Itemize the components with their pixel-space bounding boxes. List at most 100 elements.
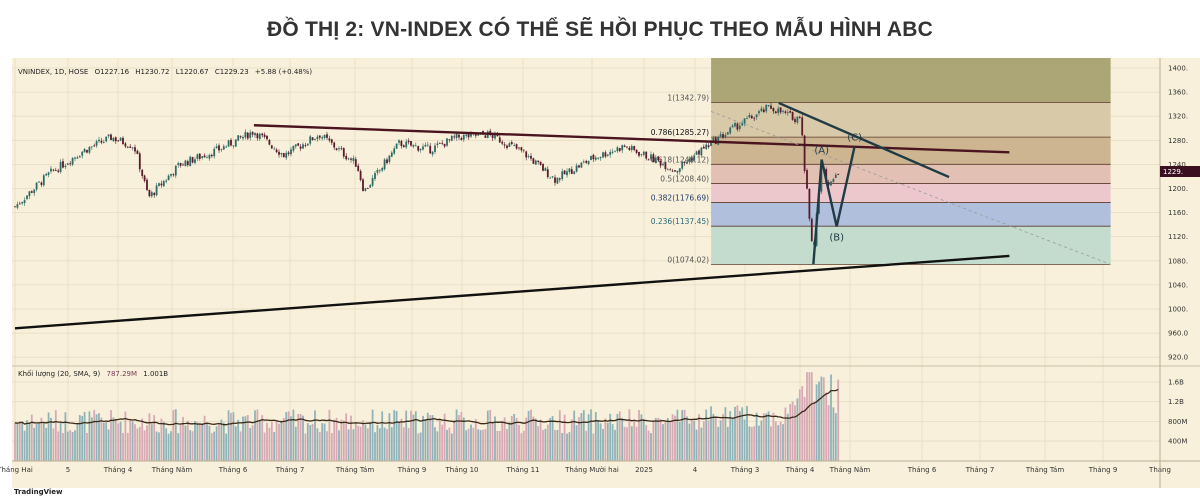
candle-body (426, 144, 429, 146)
time-tick-label: Tháng 10 (444, 466, 478, 474)
volume-bar (479, 430, 482, 461)
volume-bar (686, 416, 688, 461)
price-tick-label: 1120. (1168, 233, 1188, 241)
volume-bar (98, 413, 100, 461)
candle-body (316, 136, 319, 140)
symbol-label: VNINDEX, 1D, HOSE (18, 68, 88, 76)
candle-body (292, 145, 295, 151)
volume-bar (45, 427, 48, 461)
candle-body (114, 137, 117, 142)
candle-body (542, 163, 544, 171)
volume-bar (86, 432, 88, 461)
volume-bar (50, 417, 52, 461)
fib-level-label: 0(1074.02) (667, 255, 709, 264)
price-tick-label: 1200. (1168, 185, 1188, 193)
candle-body (134, 147, 136, 152)
volume-bar (441, 424, 444, 461)
volume-bar (568, 432, 571, 461)
candle-body (330, 139, 333, 143)
candle-body (539, 161, 542, 165)
candle-body (700, 147, 703, 156)
candle-body (590, 155, 592, 161)
candle-body (659, 161, 662, 166)
volume-bar (342, 420, 345, 461)
candle-body (136, 150, 139, 154)
candle-body (664, 162, 667, 170)
volume-bar (59, 422, 62, 461)
volume-bar (458, 415, 460, 461)
candle-body (395, 143, 398, 149)
volume-bar (326, 431, 328, 461)
candle-body (167, 175, 170, 181)
volume-bar (746, 405, 748, 461)
candle-body (26, 195, 28, 200)
candle-body (436, 143, 439, 145)
candle-body (693, 155, 696, 161)
volume-bar (256, 409, 259, 461)
candle-body (810, 218, 813, 242)
candle-body (98, 139, 100, 142)
candle-body (234, 139, 237, 147)
candle-body (150, 192, 153, 197)
candle-body (369, 185, 372, 188)
volume-bar (78, 415, 81, 461)
chart-title: ĐỒ THỊ 2: VN-INDEX CÓ THỂ SẼ HỒI PHỤC TH… (267, 18, 933, 41)
candle-body (122, 137, 124, 144)
volume-bar (734, 406, 736, 461)
volume-bar (609, 413, 612, 461)
volume-bar (743, 419, 746, 461)
volume-bar (748, 426, 751, 461)
candle-body (232, 145, 235, 147)
candle-body (208, 154, 211, 159)
volume-bar (532, 416, 535, 461)
candle-body (160, 183, 163, 186)
volume-bar (695, 429, 698, 461)
volume-bar (436, 431, 439, 461)
volume-bar (246, 414, 249, 461)
candle-body (218, 145, 220, 151)
candle-body (683, 161, 686, 164)
volume-bar (554, 429, 556, 461)
volume-bar (518, 424, 520, 461)
candle-body (702, 146, 705, 149)
time-tick-label: Tháng Năm (151, 466, 193, 474)
volume-bar (443, 413, 446, 461)
candle-body (258, 133, 261, 139)
volume-bar (551, 416, 554, 461)
candle-body (806, 170, 808, 189)
candle-body (16, 204, 19, 208)
volume-bar (119, 421, 122, 461)
candle-body (71, 157, 74, 165)
volume-bar (42, 422, 45, 461)
volume-bar (311, 423, 314, 461)
candle-body (508, 143, 511, 147)
candle-body (345, 155, 348, 160)
volume-bar (330, 433, 333, 461)
candle-body (352, 157, 355, 161)
volume-bar (71, 432, 74, 461)
candle-body (750, 115, 753, 119)
candle-body (616, 147, 619, 152)
volume-bar (28, 422, 31, 461)
volume-bar (712, 413, 715, 461)
candle-body (609, 151, 612, 155)
volume-bar (525, 417, 528, 461)
candle-body (474, 134, 477, 136)
price-tick-label: 1400. (1168, 65, 1188, 73)
volume-bar (419, 432, 422, 461)
volume-bar (21, 421, 24, 461)
volume-bar (402, 427, 405, 461)
volume-bar (93, 409, 96, 461)
candle-body (450, 135, 453, 141)
candle-body (309, 136, 312, 144)
candle-body (434, 145, 436, 153)
candle-body (244, 131, 247, 138)
volume-bar (306, 423, 309, 461)
volume-bar (268, 427, 271, 461)
fib-level-label: 0.618(1240.12) (651, 155, 709, 164)
volume-bar (162, 421, 165, 461)
candle-body (640, 154, 643, 156)
volume-bar (501, 420, 504, 461)
candle-body (779, 107, 782, 113)
